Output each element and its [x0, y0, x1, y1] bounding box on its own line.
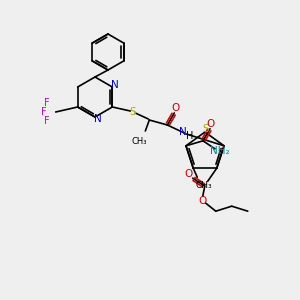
Text: F: F [44, 98, 50, 108]
Text: O: O [199, 196, 207, 206]
Text: O: O [207, 119, 215, 129]
Text: NH₂: NH₂ [210, 146, 230, 156]
Text: N: N [94, 114, 102, 124]
Text: O: O [171, 103, 179, 113]
Text: CH₃: CH₃ [196, 181, 213, 190]
Text: N: N [111, 80, 119, 90]
Text: S: S [129, 107, 136, 117]
Text: O: O [184, 169, 193, 179]
Text: F: F [41, 107, 46, 117]
Text: N: N [179, 127, 187, 137]
Text: CH₃: CH₃ [132, 136, 147, 146]
Text: F: F [44, 116, 50, 126]
Text: H: H [186, 131, 193, 141]
Text: S: S [203, 124, 209, 134]
